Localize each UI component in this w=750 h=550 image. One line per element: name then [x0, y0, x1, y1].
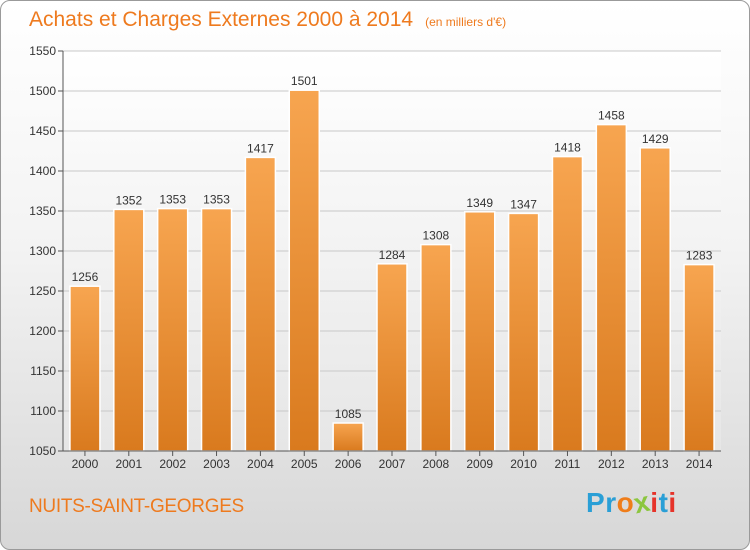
value-label-2013: 1429: [642, 132, 669, 146]
value-label-2011: 1418: [554, 141, 581, 155]
bar-2014: [683, 263, 715, 452]
logo-letter: o: [616, 487, 635, 518]
x-tick-label: 2013: [642, 457, 669, 471]
x-tick-label: 2006: [335, 457, 362, 471]
value-label-2005: 1501: [291, 74, 318, 88]
x-axis: 2000 2001 2002 2003 2004 2005 2006 2007 2008 2009…: [63, 450, 721, 471]
y-tick-label: 1100: [30, 404, 56, 418]
y-axis: 1050 1100 1150 1200 1250 1300 1350 1400 1450 1500…: [29, 44, 64, 458]
bar-2010: [507, 212, 540, 452]
y-tick-label: 1150: [30, 364, 56, 378]
value-label-2007: 1284: [379, 248, 406, 262]
logo-letter: i: [668, 487, 677, 518]
value-label-2001: 1352: [115, 193, 142, 207]
bar-2013: [639, 147, 671, 452]
bars: 1256 1352 1353 1353 1417 1501 1085 1284 1308 1349…: [69, 74, 715, 452]
x-tick-label: 2004: [247, 457, 274, 471]
city-name: NUITS-SAINT-GEORGES: [29, 496, 244, 517]
y-tick-label: 1350: [29, 204, 56, 218]
bar-2009: [463, 211, 496, 452]
x-tick-label: 2001: [115, 457, 142, 471]
value-label-2000: 1256: [72, 270, 99, 284]
value-label-2003: 1353: [203, 193, 230, 207]
y-tick-label: 1200: [29, 324, 56, 338]
y-tick-label: 1300: [29, 244, 56, 258]
y-tick-label: 1400: [29, 164, 56, 178]
x-tick-label: 2003: [203, 457, 230, 471]
bar-2003: [200, 207, 233, 452]
value-label-2006: 1085: [335, 407, 362, 421]
bar-2006: [332, 422, 364, 452]
chart-title: Achats et Charges Externes 2000 à 2014 (e…: [29, 8, 506, 32]
logo-letter: t: [658, 487, 669, 518]
value-label-2002: 1353: [159, 193, 186, 207]
x-tick-label: 2002: [159, 457, 186, 471]
y-tick-label: 1250: [29, 284, 56, 298]
bar-2002: [156, 207, 189, 452]
bar-2007: [376, 263, 408, 452]
bar-2008: [420, 243, 452, 452]
logo-letter: i: [650, 487, 659, 518]
x-tick-label: 2007: [379, 457, 406, 471]
value-label-2012: 1458: [598, 109, 625, 123]
logo-letter: P: [586, 487, 606, 518]
bar-2000: [69, 285, 101, 452]
title-unit: (en milliers d'€): [425, 15, 507, 29]
logo-letter: r: [605, 487, 617, 518]
x-tick-label: 2008: [423, 457, 450, 471]
y-tick-label: 1050: [29, 444, 56, 458]
bar-2005: [288, 89, 321, 452]
proxiti-logo: Proxiti: [586, 486, 677, 520]
bar-2011: [551, 155, 584, 452]
bar-2004: [244, 156, 277, 452]
x-tick-label: 2010: [510, 457, 537, 471]
x-tick-label: 2012: [598, 457, 625, 471]
value-label-2004: 1417: [247, 141, 274, 155]
value-label-2014: 1283: [686, 249, 713, 263]
y-tick-label: 1550: [29, 44, 56, 58]
x-tick-label: 2000: [72, 457, 99, 471]
value-label-2008: 1308: [423, 229, 450, 243]
x-tick-label: 2011: [555, 457, 581, 471]
x-tick-label: 2005: [291, 457, 318, 471]
y-tick-label: 1450: [29, 124, 56, 138]
x-tick-label: 2009: [466, 457, 493, 471]
bar-2001: [113, 208, 145, 452]
y-tick-label: 1500: [29, 84, 56, 98]
value-label-2010: 1347: [510, 197, 537, 211]
bar-2012: [595, 123, 628, 452]
x-tick-label: 2014: [686, 457, 713, 471]
value-label-2009: 1349: [466, 196, 493, 210]
title-text: Achats et Charges Externes 2000 à 2014: [29, 8, 414, 31]
